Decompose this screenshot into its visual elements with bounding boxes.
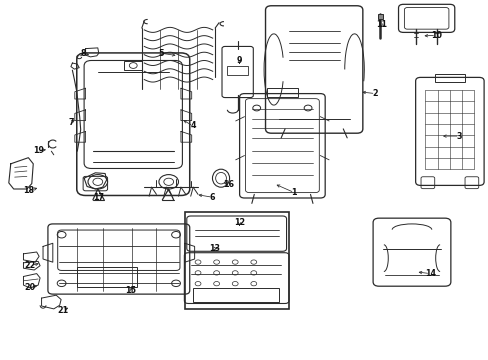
Text: 4: 4: [190, 122, 196, 130]
Text: 6: 6: [209, 193, 215, 202]
Text: 12: 12: [234, 218, 244, 227]
Bar: [377, 14, 382, 19]
Text: 8: 8: [80, 49, 86, 58]
Text: 22: 22: [24, 261, 36, 270]
Text: 11: 11: [375, 20, 386, 29]
Text: 20: 20: [25, 283, 36, 292]
Text: 2: 2: [372, 89, 378, 98]
Bar: [184, 212, 288, 309]
Text: 14: 14: [424, 269, 435, 278]
Text: 19: 19: [34, 146, 44, 155]
Text: 3: 3: [456, 132, 462, 140]
Bar: [266, 88, 297, 97]
Bar: [124, 61, 142, 70]
Text: 1: 1: [291, 188, 297, 197]
Text: 21: 21: [57, 306, 68, 315]
Text: 13: 13: [208, 244, 219, 253]
Text: 17: 17: [93, 193, 104, 202]
Text: 15: 15: [125, 287, 136, 295]
Text: 7: 7: [68, 118, 74, 127]
Text: 9: 9: [236, 56, 242, 65]
Bar: [226, 66, 248, 75]
Text: 10: 10: [430, 31, 441, 40]
Bar: [434, 74, 464, 82]
Text: 18: 18: [23, 186, 34, 195]
Text: 5: 5: [158, 49, 164, 58]
Text: 16: 16: [223, 180, 234, 189]
Bar: [193, 288, 278, 302]
Bar: [77, 266, 137, 287]
